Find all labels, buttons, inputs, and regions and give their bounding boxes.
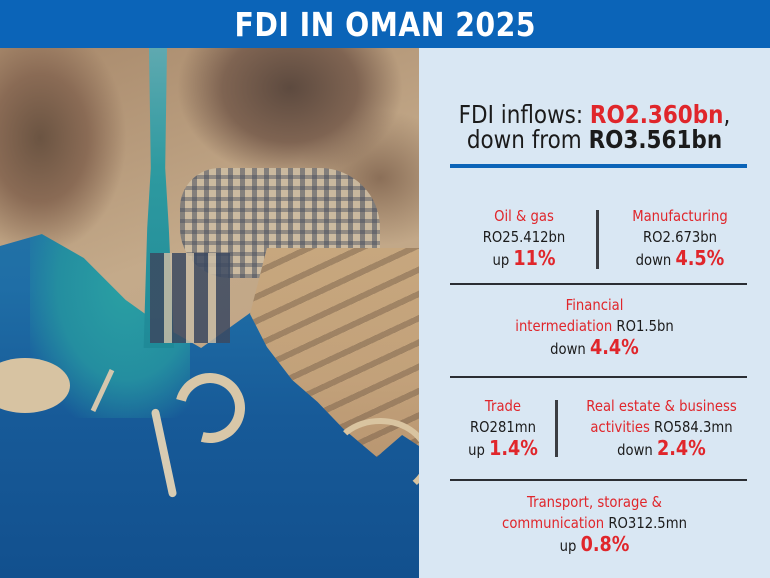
sector-name: Oil & gas bbox=[494, 207, 554, 225]
previous-fdi-value: RO3.561bn bbox=[588, 125, 723, 154]
sector-name-line-2: intermediation bbox=[515, 317, 613, 335]
change-direction: up bbox=[468, 441, 485, 459]
section-divider bbox=[450, 283, 747, 285]
sector-manufacturing: Manufacturing RO2.673bn down 4.5% bbox=[600, 206, 760, 271]
sector-value: RO1.5bn bbox=[616, 317, 674, 335]
sector-change: up 1.4% bbox=[456, 438, 549, 461]
sector-change: down 4.4% bbox=[440, 337, 749, 360]
section-divider bbox=[450, 479, 747, 481]
headline-down-from: down from bbox=[466, 125, 589, 154]
fdi-headline: FDI inflows: RO2.360bn, down from RO3.56… bbox=[419, 102, 770, 152]
vertical-divider bbox=[555, 400, 558, 457]
sector-value: RO281mn bbox=[470, 418, 536, 436]
change-direction: up bbox=[492, 251, 510, 269]
headline-line-1: FDI inflows: RO2.360bn, bbox=[444, 102, 746, 127]
sector-oil-gas: Oil & gas RO25.412bn up 11% bbox=[450, 206, 598, 271]
sector-value: RO584.3mn bbox=[654, 418, 733, 436]
change-percent: 11% bbox=[513, 246, 556, 270]
headline-line-2: down from RO3.561bn bbox=[444, 127, 746, 152]
sector-name-line-2: activities bbox=[590, 418, 650, 436]
change-percent: 0.8% bbox=[580, 532, 630, 556]
change-direction: up bbox=[559, 537, 577, 555]
photo-sandbar bbox=[0, 358, 70, 413]
section-divider bbox=[450, 376, 747, 378]
change-percent: 2.4% bbox=[657, 436, 706, 460]
sector-real-estate-business: Real estate & business activities RO584.… bbox=[559, 396, 764, 461]
info-panel: FDI inflows: RO2.360bn, down from RO3.56… bbox=[419, 48, 770, 578]
sector-name-line-1: Transport, storage & bbox=[527, 493, 662, 511]
header-banner: FDI IN OMAN 2025 bbox=[0, 0, 770, 48]
sector-name-line-2: communication bbox=[502, 514, 605, 532]
sector-trade: Trade RO281mn up 1.4% bbox=[450, 396, 556, 461]
sector-name-line-1: Financial bbox=[565, 296, 624, 314]
photo-buildings bbox=[150, 253, 230, 343]
aerial-photo bbox=[0, 48, 419, 578]
sector-change: down 2.4% bbox=[571, 438, 751, 461]
headline-comma: , bbox=[723, 100, 731, 129]
headline-divider bbox=[450, 164, 747, 168]
sector-name-value-row: activities RO584.3mn bbox=[571, 417, 751, 438]
page-title: FDI IN OMAN 2025 bbox=[234, 4, 536, 44]
change-percent: 4.5% bbox=[675, 246, 725, 270]
sector-change: up 0.8% bbox=[440, 534, 749, 557]
sector-transport-storage-communication: Transport, storage & communication RO312… bbox=[419, 492, 770, 557]
vertical-divider bbox=[596, 210, 599, 269]
change-direction: down bbox=[635, 251, 672, 269]
sector-name-line-1: Real estate & business bbox=[586, 397, 737, 415]
sector-change: down 4.5% bbox=[610, 248, 751, 271]
current-fdi-value: RO2.360bn bbox=[589, 100, 724, 129]
sector-name-value-row: communication RO312.5mn bbox=[440, 513, 749, 534]
sector-value: RO2.673bn bbox=[642, 228, 718, 246]
photo-beach bbox=[330, 418, 419, 498]
sector-value: RO312.5mn bbox=[608, 514, 687, 532]
sector-name: Trade bbox=[484, 397, 522, 415]
change-direction: down bbox=[550, 340, 586, 358]
sector-financial-intermediation: Financial intermediation RO1.5bn down 4.… bbox=[419, 295, 770, 360]
sector-value: RO25.412bn bbox=[482, 228, 566, 246]
sector-change: up 11% bbox=[459, 248, 589, 271]
sector-name-value-row: intermediation RO1.5bn bbox=[440, 316, 749, 337]
change-percent: 1.4% bbox=[489, 436, 538, 460]
change-direction: down bbox=[617, 441, 653, 459]
sector-name: Manufacturing bbox=[632, 207, 728, 225]
headline-prefix: FDI inflows: bbox=[458, 100, 590, 129]
change-percent: 4.4% bbox=[590, 335, 639, 359]
